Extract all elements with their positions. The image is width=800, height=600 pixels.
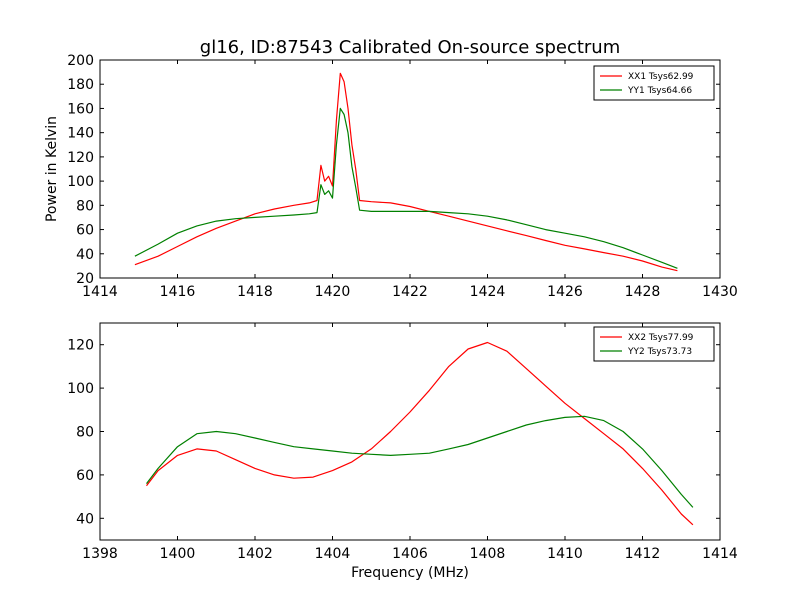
x-tick-label: 1424 — [470, 284, 506, 300]
x-tick-label: 1420 — [315, 284, 351, 300]
x-tick-label: 1412 — [625, 546, 661, 562]
y-tick-label: 140 — [67, 126, 94, 142]
y-tick-label: 80 — [76, 198, 94, 214]
x-tick-label: 1404 — [315, 546, 351, 562]
x-tick-label: 1408 — [470, 546, 506, 562]
x-tick-label: 1398 — [82, 546, 118, 562]
legend: XX2 Tsys77.99 YY2 Tsys73.73 — [593, 326, 715, 362]
x-tick-label: 1414 — [82, 284, 118, 300]
top-plot: 1414 1416 1418 1420 1422 1424 1426 1428 1430 20 40… — [67, 53, 738, 300]
y-tick-label: 40 — [76, 511, 94, 527]
legend-label: XX2 Tsys77.99 — [628, 333, 694, 343]
legend-box — [593, 65, 715, 101]
y-axis-label: Power in Kelvin — [44, 116, 60, 222]
legend: XX1 Tsys62.99 YY1 Tsys64.66 — [593, 65, 715, 101]
y-tick-label: 120 — [67, 150, 94, 166]
x-tick-label: 1410 — [547, 546, 583, 562]
x-tick-label: 1414 — [702, 546, 738, 562]
x-tick-label: 1400 — [160, 546, 196, 562]
x-tick-label: 1406 — [392, 546, 428, 562]
y-tick-label: 80 — [76, 425, 94, 441]
legend-label: XX1 Tsys62.99 — [628, 72, 694, 82]
x-tick-label: 1422 — [392, 284, 428, 300]
x-tick-label: 1428 — [625, 284, 661, 300]
y-tick-label: 160 — [67, 101, 94, 117]
y-tick-label: 120 — [67, 338, 94, 354]
bottom-plot: 1398 1400 1402 1404 1406 1408 1410 1412 1414 40 60… — [67, 322, 738, 562]
legend-box — [593, 326, 715, 362]
x-tick-label: 1430 — [702, 284, 738, 300]
y-tick-label: 60 — [76, 468, 94, 484]
x-tick-label: 1426 — [547, 284, 583, 300]
series-line-xx1 — [134, 72, 678, 272]
y-tick-label: 100 — [67, 174, 94, 190]
x-axis-label: Frequency (MHz) — [351, 565, 469, 581]
series-line-yy2 — [146, 415, 694, 508]
series-line-xx2 — [146, 341, 694, 526]
y-tick-label: 100 — [67, 381, 94, 397]
y-tick-label: 200 — [67, 53, 94, 69]
chart-title: gl16, ID:87543 Calibrated On-source spec… — [200, 37, 620, 58]
series-line-yy1 — [134, 107, 678, 269]
y-tick-label: 40 — [76, 247, 94, 263]
y-tick-label: 180 — [67, 77, 94, 93]
legend-label: YY1 Tsys64.66 — [627, 86, 692, 96]
legend-label: YY2 Tsys73.73 — [627, 347, 692, 357]
x-tick-label: 1402 — [237, 546, 273, 562]
y-tick-label: 60 — [76, 223, 94, 239]
y-tick-label: 20 — [76, 271, 94, 287]
x-tick-label: 1418 — [237, 284, 273, 300]
x-tick-label: 1416 — [160, 284, 196, 300]
